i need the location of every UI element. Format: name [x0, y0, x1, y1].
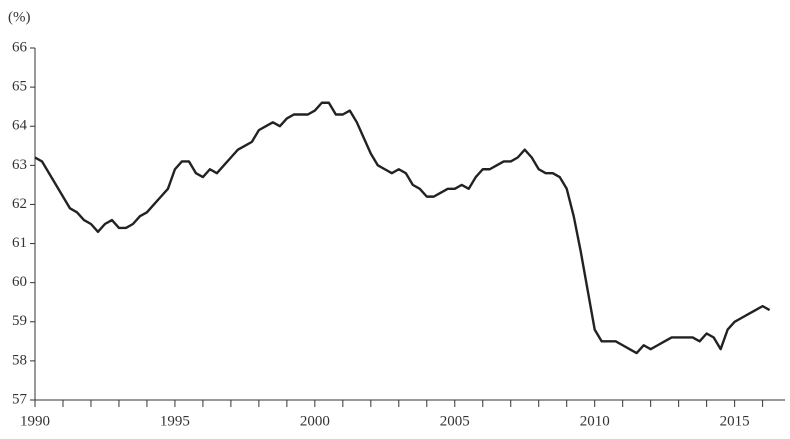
- x-tick-label: 1995: [160, 413, 190, 429]
- y-tick-label: 66: [12, 39, 28, 55]
- y-tick-label: 60: [12, 274, 27, 290]
- y-tick-label: 62: [12, 196, 27, 212]
- data-line: [34, 101, 771, 355]
- x-tick-label: 1990: [20, 413, 50, 429]
- x-tick-label: 2010: [580, 413, 610, 429]
- y-tick-label: 64: [12, 118, 28, 134]
- y-tick-label: 58: [12, 352, 27, 368]
- y-unit-label: (%): [8, 9, 31, 25]
- x-tick-label: 2015: [720, 413, 750, 429]
- y-tick-label: 61: [12, 235, 27, 251]
- y-tick-label: 63: [12, 157, 27, 173]
- y-tick-label: 57: [12, 391, 28, 407]
- x-tick-label: 2005: [440, 413, 470, 429]
- y-tick-label: 65: [12, 79, 27, 95]
- x-tick-label: 2000: [300, 413, 330, 429]
- y-tick-label: 59: [12, 313, 27, 329]
